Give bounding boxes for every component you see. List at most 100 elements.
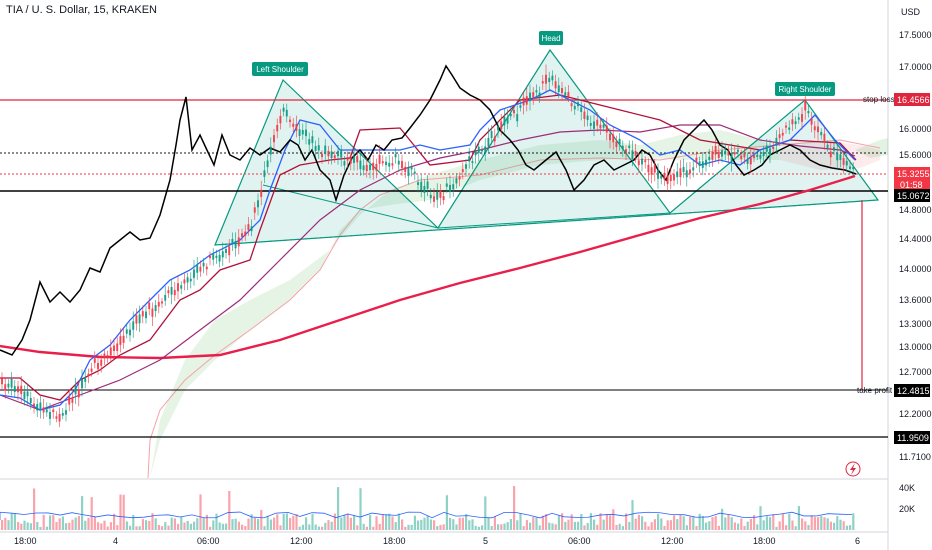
- candle: [852, 167, 855, 170]
- candle: [1, 378, 3, 385]
- candle: [708, 156, 711, 161]
- candle: [529, 92, 531, 102]
- volume-pane[interactable]: [0, 480, 888, 532]
- volume-bar: [186, 520, 189, 530]
- volume-bar: [327, 520, 330, 530]
- candle: [260, 189, 263, 197]
- candle: [820, 131, 823, 136]
- volume-bar: [717, 525, 720, 530]
- candle: [586, 115, 589, 121]
- candle: [417, 182, 419, 185]
- time-axis[interactable]: 18:00 4 06:00 12:00 18:00 5 06:00 12:00 …: [14, 536, 860, 546]
- candle: [241, 233, 243, 237]
- candle: [509, 113, 512, 117]
- y-tick: 12.2000: [899, 409, 932, 419]
- candle: [161, 301, 163, 304]
- candle: [84, 377, 87, 382]
- volume-bar: [794, 526, 797, 530]
- volume-bar: [314, 524, 317, 530]
- volume-bar: [650, 522, 653, 530]
- volume-bar: [727, 515, 730, 530]
- volume-bar: [212, 520, 215, 530]
- volume-bar: [1, 519, 4, 530]
- volume-bar: [20, 523, 23, 530]
- x-tick: 06:00: [568, 536, 591, 546]
- candle: [225, 248, 227, 253]
- volume-bar: [541, 515, 544, 530]
- lightning-icon[interactable]: [845, 461, 861, 477]
- volume-bar: [778, 521, 781, 530]
- volume-bar: [161, 526, 164, 530]
- take-profit-inline-label: take profit: [857, 386, 893, 395]
- candle: [173, 289, 176, 296]
- volume-bar: [282, 513, 285, 530]
- candle: [769, 148, 771, 156]
- volume-bar: [49, 515, 52, 530]
- right-shoulder-tag[interactable]: Right Shoulder: [775, 82, 835, 96]
- volume-bar: [452, 519, 455, 530]
- volume-bar: [589, 513, 592, 530]
- volume-bar: [637, 514, 640, 530]
- volume-bar: [401, 519, 404, 530]
- candle: [657, 169, 659, 179]
- ichimoku-span-b: [147, 139, 881, 479]
- volume-bar: [55, 522, 58, 530]
- candle: [487, 137, 490, 147]
- volume-bar: [743, 525, 746, 530]
- volume-bar: [845, 525, 848, 530]
- volume-bar: [701, 516, 704, 530]
- volume-bar: [519, 513, 522, 530]
- candle: [589, 123, 592, 126]
- volume-bar: [535, 517, 538, 530]
- volume-bar: [561, 513, 564, 530]
- volume-bar: [493, 516, 496, 530]
- candle: [375, 163, 378, 171]
- volume-bar: [199, 494, 202, 530]
- candle: [314, 146, 317, 151]
- candle: [55, 416, 58, 419]
- volume-bar: [580, 513, 583, 530]
- volume-bar: [657, 513, 660, 530]
- volume-bar: [529, 522, 532, 530]
- volume-bar: [340, 517, 343, 530]
- candle: [215, 255, 218, 258]
- volume-bar: [775, 526, 778, 530]
- volume-bar: [391, 516, 394, 530]
- volume-bar: [253, 517, 256, 530]
- volume-bar: [244, 526, 247, 530]
- bottom-level-price: 11.9509: [897, 433, 929, 443]
- volume-bar: [772, 514, 775, 530]
- volume-bar: [481, 525, 484, 530]
- candle: [650, 167, 653, 175]
- candle: [346, 157, 349, 161]
- volume-bar: [362, 523, 365, 530]
- price-axis[interactable]: USD 17.5000 17.0000 16.0000 15.6000 14.8…: [894, 7, 932, 514]
- volume-bar: [577, 521, 580, 530]
- candle: [202, 262, 205, 267]
- candle: [823, 133, 826, 141]
- candle: [452, 184, 455, 190]
- candle: [145, 311, 147, 319]
- volume-bar: [797, 506, 800, 530]
- x-tick: 12:00: [290, 536, 313, 546]
- head-tag[interactable]: Head: [539, 31, 563, 45]
- volume-bar: [826, 518, 829, 530]
- candle: [781, 132, 784, 136]
- volume-bar: [295, 513, 298, 530]
- volume-bar: [445, 495, 448, 530]
- candle: [279, 115, 282, 124]
- candle: [429, 194, 432, 199]
- volume-bar: [740, 518, 743, 530]
- left-shoulder-tag[interactable]: Left Shoulder: [252, 62, 308, 76]
- candle: [167, 290, 170, 294]
- candle: [653, 165, 656, 173]
- candle: [164, 294, 167, 301]
- candle: [807, 111, 810, 114]
- candle: [100, 359, 103, 366]
- candle: [359, 160, 362, 170]
- candle: [810, 118, 813, 125]
- x-tick: 4: [113, 536, 118, 546]
- volume-bar: [820, 515, 823, 530]
- volume-bar: [148, 520, 151, 530]
